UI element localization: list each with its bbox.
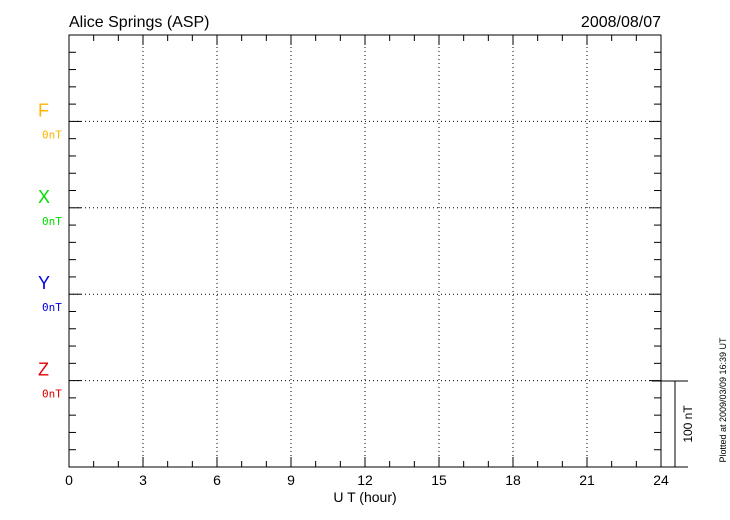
series-name-y: Y bbox=[38, 273, 50, 293]
series-baseline-label: 0nT bbox=[42, 388, 62, 401]
scale-bar-label: 100 nT bbox=[681, 405, 695, 443]
x-tick-label: 24 bbox=[653, 472, 669, 488]
plotted-at-footer: Plotted at 2009/03/09 16:39 UT bbox=[718, 337, 728, 463]
series-baseline-label: 0nT bbox=[42, 215, 62, 228]
series-name-x: X bbox=[38, 187, 50, 207]
series-name-z: Z bbox=[38, 360, 49, 380]
x-tick-label: 21 bbox=[579, 472, 595, 488]
chart-date: 2008/08/07 bbox=[581, 14, 661, 31]
series-name-f: F bbox=[38, 100, 49, 120]
x-tick-label: 0 bbox=[65, 472, 73, 488]
x-tick-label: 9 bbox=[287, 472, 295, 488]
scale-bar bbox=[652, 380, 688, 468]
x-tick-label: 12 bbox=[357, 472, 373, 488]
series-baseline-label: 0nT bbox=[42, 128, 62, 141]
x-axis-label: U T (hour) bbox=[333, 489, 396, 505]
grid bbox=[69, 35, 661, 467]
axis-ticks bbox=[69, 35, 661, 467]
x-tick-labels: 0 3 6 9 12 15 18 21 24 bbox=[65, 472, 669, 488]
chart-title: Alice Springs (ASP) bbox=[69, 14, 210, 31]
x-tick-label: 6 bbox=[213, 472, 221, 488]
plot-frame bbox=[68, 34, 662, 468]
x-tick-label: 15 bbox=[431, 472, 447, 488]
x-tick-label: 18 bbox=[505, 472, 521, 488]
series-baseline-label: 0nT bbox=[42, 301, 62, 314]
series-labels: F 0nT X 0nT Y 0nT Z 0nT bbox=[38, 100, 62, 400]
x-tick-label: 3 bbox=[139, 472, 147, 488]
